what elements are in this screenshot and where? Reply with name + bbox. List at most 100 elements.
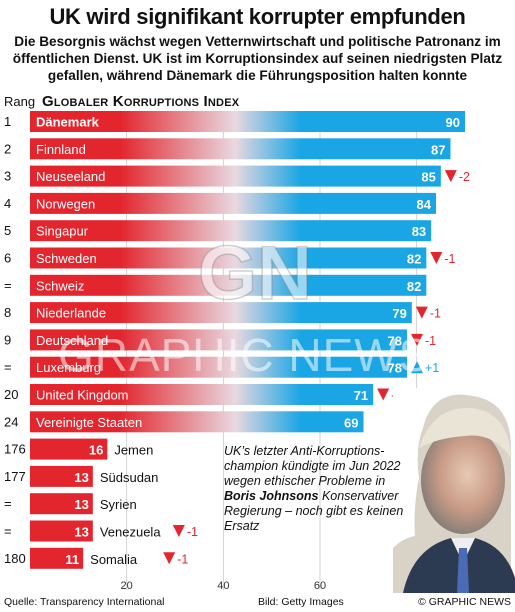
value-label: 84 [417, 197, 432, 212]
down-arrow-icon [415, 306, 428, 319]
bar [30, 192, 436, 214]
rank-label: 1 [4, 114, 11, 129]
bar [30, 465, 93, 487]
copyright-notice: © GRAPHIC NEWS [418, 596, 511, 608]
value-label: 79 [392, 306, 406, 321]
bar [30, 438, 108, 460]
down-arrow-icon [163, 552, 176, 565]
country-label: Venezuela [100, 525, 161, 540]
svg-text:GN: GN [198, 233, 312, 315]
bar [30, 165, 441, 187]
country-label: Syrien [100, 497, 137, 512]
bar [30, 302, 412, 324]
country-label: Neuseeland [36, 169, 105, 184]
rank-change-label: -1 [425, 334, 436, 348]
value-label: 78 [388, 333, 402, 348]
country-label: Niederlande [36, 306, 106, 321]
rank-change-label: -1 [187, 525, 198, 539]
rank-label: 3 [4, 169, 11, 184]
value-label: 71 [354, 388, 368, 403]
rank-label: 24 [4, 414, 18, 429]
rank-change-label: -2 [459, 170, 470, 184]
image-credit: Bild: Getty Images [258, 596, 344, 608]
rank-label: 176 [4, 442, 26, 457]
bar [30, 329, 407, 351]
rank-change-label: +1 [425, 361, 439, 375]
down-arrow-icon [172, 525, 185, 537]
country-label: Norwegen [36, 196, 95, 211]
value-label: 85 [421, 170, 435, 185]
value-label: 11 [65, 552, 79, 567]
bars-group: 1 Dänemark 902 Finnland 873 Neuseeland 85 -24 No… [4, 111, 470, 569]
value-label: 83 [412, 224, 426, 239]
value-label: 13 [74, 497, 88, 512]
rank-label: = [4, 278, 12, 293]
page-subtitle: Die Besorgnis wächst wegen Vetternwirtsc… [12, 34, 503, 83]
value-label: 78 [388, 361, 402, 376]
bar [30, 411, 364, 433]
rank-column-label: Rang [4, 94, 36, 109]
rank-label: 9 [4, 332, 11, 347]
annotation-note: UK’s letzter Anti-Korruptions-champion k… [224, 444, 404, 533]
down-arrow-icon [444, 170, 457, 183]
value-label: 82 [407, 252, 421, 267]
rank-label: 2 [4, 141, 11, 156]
bar [30, 493, 93, 515]
country-label: Dänemark [36, 115, 100, 130]
page-title: UK wird signifikant korrupter empfunden [49, 4, 466, 29]
rank-label: = [4, 496, 12, 511]
x-tick-label: 40 [217, 580, 229, 592]
x-tick-label: 20 [121, 580, 133, 592]
rank-label: 20 [4, 387, 18, 402]
down-arrow-icon [377, 388, 390, 401]
x-gridlines [126, 111, 418, 590]
value-label: 90 [446, 115, 460, 130]
country-label: Somalia [90, 552, 138, 567]
watermark-text: GRAPHIC NEWS [58, 329, 431, 381]
rank-label: 6 [4, 251, 11, 266]
country-label: Luxemburg [36, 360, 101, 375]
rank-change-label: -1 [177, 552, 188, 566]
graphic-news-logo-watermark: GN [198, 233, 312, 315]
country-label: Schweiz [36, 278, 84, 293]
rank-label: 177 [4, 469, 26, 484]
x-tick-labels: 20406080 [121, 580, 423, 592]
bar [30, 247, 427, 269]
country-label: Vereinigte Staaten [36, 415, 142, 430]
country-label: Jemen [114, 443, 153, 458]
rank-label: = [4, 360, 12, 375]
bar [30, 520, 93, 542]
up-arrow-icon [411, 361, 423, 374]
rank-label: 180 [4, 551, 26, 566]
rank-change-label: -1 [430, 307, 441, 321]
bar [30, 384, 374, 405]
bar [30, 111, 465, 132]
rank-change-label: -1 [444, 252, 455, 266]
value-label: 87 [431, 142, 445, 157]
country-label: Deutschland [36, 333, 108, 348]
rank-label: 4 [4, 196, 11, 211]
country-label: Singapur [36, 224, 89, 239]
portrait-photo [393, 388, 515, 593]
value-label: 69 [344, 415, 358, 430]
rank-label: 5 [4, 223, 11, 238]
value-label: 16 [89, 443, 103, 458]
value-label: 13 [74, 470, 88, 485]
value-label: 13 [74, 525, 88, 540]
chart-title: Globaler Korruptions Index [42, 93, 240, 110]
bar [30, 220, 432, 242]
country-label: Südsudan [100, 470, 159, 485]
rank-label: = [4, 524, 12, 539]
down-arrow-icon [411, 333, 423, 346]
bar [30, 138, 451, 160]
country-label: Finnland [36, 142, 86, 157]
country-label: United Kingdom [36, 388, 129, 403]
value-label: 82 [407, 279, 421, 294]
bar [30, 547, 84, 569]
bar [30, 274, 427, 296]
rank-label: 8 [4, 305, 11, 320]
country-label: Schweden [36, 251, 97, 266]
bar [30, 356, 407, 378]
down-arrow-icon [430, 252, 443, 264]
